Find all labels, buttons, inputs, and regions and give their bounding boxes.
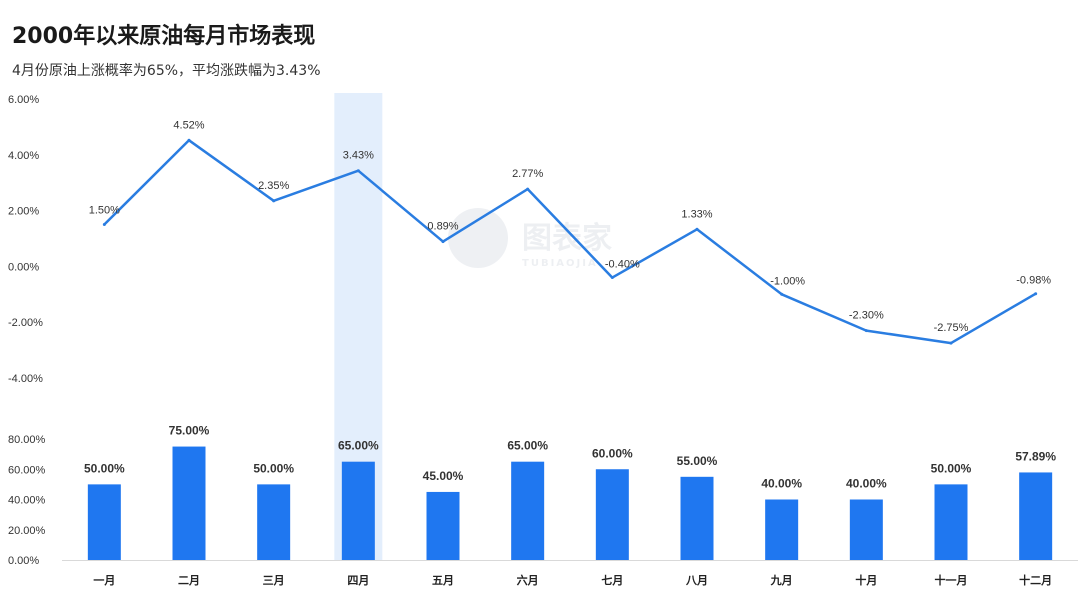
line-data-label: 4.52% <box>173 119 204 131</box>
line-data-label: -2.30% <box>849 310 884 322</box>
x-tick-label: 十月 <box>855 573 877 587</box>
bar-data-label: 75.00% <box>169 424 210 438</box>
line-point <box>864 329 868 333</box>
line-y-tick-label: 6.00% <box>8 94 39 106</box>
line-point <box>102 223 106 227</box>
line-series: 1.50% 4.52% 2.35% 3.43% 0.89% 2.77% -0.40% 1.33… <box>89 119 1051 345</box>
bar-data-label: 50.00% <box>84 461 125 475</box>
bar-series: 50.00% 75.00% 50.00% 65.00% 45.00% 65.00% 60.0… <box>84 424 1056 560</box>
line-data-label: 1.50% <box>89 205 120 217</box>
bar-data-label: 40.00% <box>846 477 887 491</box>
bar-data-label: 50.00% <box>931 461 972 475</box>
line-point <box>526 187 530 191</box>
bar-y-tick-label: 20.00% <box>8 525 46 537</box>
line-point <box>272 199 276 203</box>
watermark-head-icon <box>448 208 508 268</box>
line-path <box>103 139 1037 345</box>
x-tick-label: 八月 <box>685 574 708 587</box>
line-point <box>356 169 360 173</box>
bar <box>87 484 121 560</box>
line-y-tick-label: 0.00% <box>8 261 39 273</box>
bar-y-tick-label: 0.00% <box>8 555 39 567</box>
bar-data-label: 45.00% <box>423 469 464 483</box>
line-point <box>441 240 445 244</box>
watermark-sub: TUBIAOJIA <box>522 258 598 269</box>
x-tick-label: 五月 <box>432 574 454 587</box>
x-tick-label: 一月 <box>93 574 115 587</box>
line-point <box>1034 292 1038 296</box>
line-point <box>949 341 953 345</box>
bar-data-label: 57.89% <box>1015 449 1056 463</box>
line-point <box>780 292 784 296</box>
x-tick-label: 三月 <box>263 574 285 587</box>
bar <box>426 491 460 560</box>
line-data-label: 0.89% <box>427 221 458 233</box>
line-y-tick-label: -2.00% <box>8 317 43 329</box>
line-y-tick-label: 4.00% <box>8 150 39 162</box>
x-tick-label: 二月 <box>178 574 200 587</box>
bar-y-tick-label: 60.00% <box>8 464 46 476</box>
bar <box>257 484 291 560</box>
bar-data-label: 60.00% <box>592 446 633 460</box>
watermark-logo: 图表家 TUBIAOJIA <box>448 208 612 269</box>
bar <box>1019 472 1053 560</box>
bar <box>680 476 714 560</box>
line-data-label: 2.77% <box>512 168 543 180</box>
bar-data-label: 50.00% <box>253 461 294 475</box>
bar-y-axis: 0.00% 20.00% 40.00% 60.00% 80.00% <box>8 434 46 567</box>
line-point <box>610 276 614 280</box>
bar <box>765 499 799 560</box>
line-data-label: -1.00% <box>770 275 805 287</box>
bar <box>595 469 629 560</box>
line-data-label: -0.98% <box>1016 275 1051 287</box>
x-tick-label: 四月 <box>347 574 369 587</box>
x-axis: 一月 二月 三月 四月 五月 六月 七月 八月 九月 十月 十一月 十二月 <box>62 560 1078 587</box>
x-tick-label: 九月 <box>770 573 793 587</box>
line-y-tick-label: 2.00% <box>8 206 39 218</box>
bar-data-label: 40.00% <box>761 477 802 491</box>
chart-subtitle: 4月份原油上涨概率为65%，平均涨跌幅为3.43% <box>12 63 321 79</box>
bar <box>172 446 206 560</box>
bar-data-label: 65.00% <box>507 439 548 453</box>
line-data-label: 1.33% <box>681 208 712 220</box>
bar <box>934 484 968 560</box>
x-tick-label: 十一月 <box>935 573 968 587</box>
line-point <box>695 227 699 231</box>
bar <box>341 461 375 560</box>
chart-title: 2000年以来原油每月市场表现 <box>12 24 316 49</box>
x-tick-label: 六月 <box>517 573 539 587</box>
bar <box>849 499 883 560</box>
x-tick-label: 七月 <box>601 573 623 587</box>
bar-y-tick-label: 80.00% <box>8 434 46 446</box>
bar-y-tick-label: 40.00% <box>8 495 46 507</box>
line-data-label: -0.40% <box>605 259 640 271</box>
bar <box>511 461 545 560</box>
x-tick-label: 十二月 <box>1019 573 1052 587</box>
bar-data-label: 55.00% <box>677 454 718 468</box>
bar-data-label: 65.00% <box>338 439 379 453</box>
line-y-tick-label: -4.00% <box>8 373 43 385</box>
line-y-axis: -4.00% -2.00% 0.00% 2.00% 4.00% 6.00% <box>8 94 43 385</box>
line-point <box>187 138 191 142</box>
line-data-label: 3.43% <box>343 150 374 162</box>
line-data-label: -2.75% <box>934 322 969 334</box>
line-data-label: 2.35% <box>258 180 289 192</box>
watermark-name: 图表家 <box>522 221 612 256</box>
